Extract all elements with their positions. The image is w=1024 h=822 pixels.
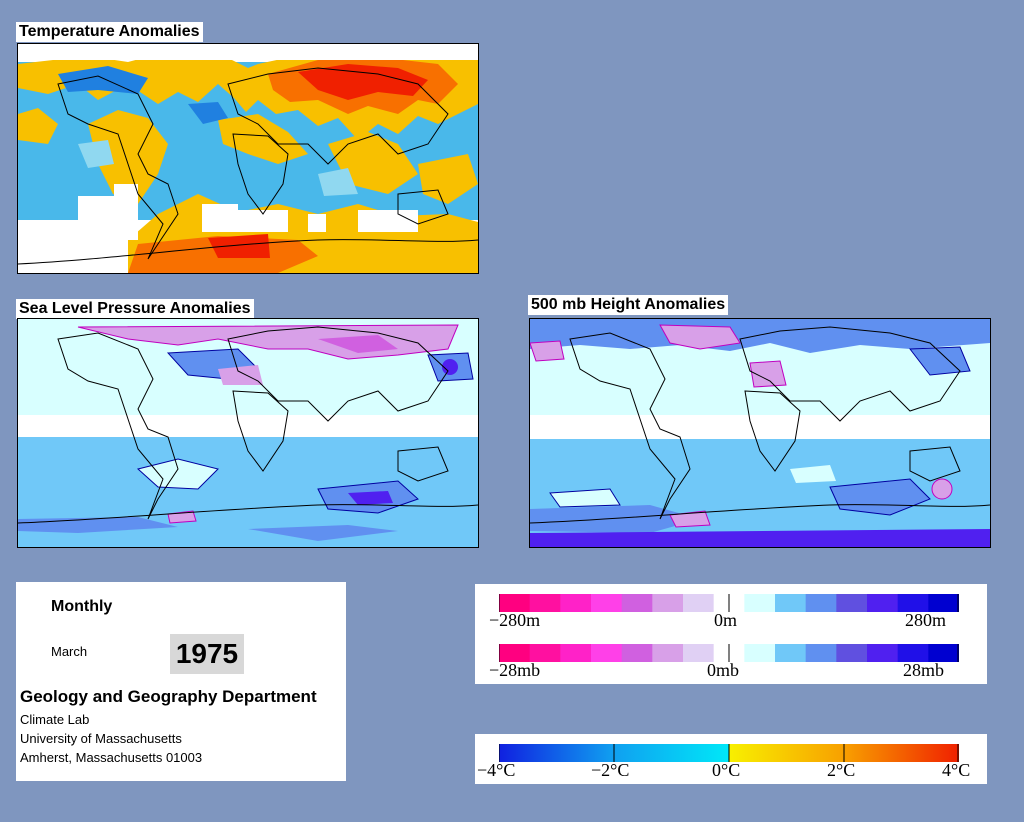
height-scale-swatch xyxy=(867,594,899,612)
pressure-tick-max: 28mb xyxy=(903,660,945,680)
pressure-anomaly-map xyxy=(17,318,479,548)
height-map-title: 500 mb Height Anomalies xyxy=(528,295,729,315)
pressure-color-scale xyxy=(499,644,959,662)
temperature-tick-minus2: −2°C xyxy=(591,760,630,780)
temperature-tick-plus2: 2°C xyxy=(827,760,856,780)
temperature-color-scale xyxy=(499,744,959,762)
pressure-scale-swatch xyxy=(529,644,561,662)
height-scale-swatch xyxy=(775,594,807,612)
height-color-scale xyxy=(499,594,959,612)
pressure-scale-swatch xyxy=(775,644,807,662)
month-label: March xyxy=(51,644,88,659)
temperature-tick-plus4: 4°C xyxy=(942,760,971,780)
height-scale-swatch xyxy=(621,594,653,612)
info-panel: Monthly March 1975 Geology and Geography… xyxy=(16,582,346,781)
height-scale-swatch xyxy=(499,594,531,612)
height-scale-swatch xyxy=(928,594,959,612)
pressure-scale-swatch xyxy=(683,644,715,662)
height-anomaly-map xyxy=(529,318,991,548)
pressure-scale-swatch xyxy=(744,644,776,662)
address-line: Amherst, Massachusetts 01003 xyxy=(20,750,203,765)
height-tick-zero: 0m xyxy=(714,610,738,630)
temperature-tick-zero: 0°C xyxy=(712,760,741,780)
pressure-scale-swatch xyxy=(652,644,684,662)
lab-name: Climate Lab xyxy=(20,712,90,727)
pressure-tick-min: −28mb xyxy=(489,660,541,680)
pressure-tick-zero: 0mb xyxy=(707,660,740,680)
pressure-scale-swatch xyxy=(836,644,868,662)
year-display: 1975 xyxy=(170,634,244,674)
height-scale-swatch xyxy=(805,594,837,612)
height-scale-swatch xyxy=(836,594,868,612)
pressure-scale-swatch xyxy=(928,644,959,662)
department-name: Geology and Geography Department xyxy=(20,687,317,706)
temperature-legend: −4°C −2°C 0°C 2°C 4°C xyxy=(475,734,987,784)
period-label: Monthly xyxy=(51,598,113,615)
height-scale-swatch xyxy=(591,594,623,612)
temperature-map-title: Temperature Anomalies xyxy=(16,22,203,42)
temperature-anomaly-map xyxy=(17,43,479,274)
height-tick-max: 280m xyxy=(905,610,947,630)
university-name: University of Massachusetts xyxy=(20,731,182,746)
height-scale-swatch xyxy=(560,594,592,612)
pressure-scale-swatch xyxy=(591,644,623,662)
pressure-scale-swatch xyxy=(867,644,899,662)
temperature-tick-minus4: −4°C xyxy=(477,760,516,780)
pressure-map-title: Sea Level Pressure Anomalies xyxy=(16,299,254,319)
height-pressure-legend: −280m 0m 280m −28mb 0mb 28mb xyxy=(475,584,987,684)
height-scale-swatch xyxy=(744,594,776,612)
pressure-scale-swatch xyxy=(560,644,592,662)
pressure-scale-swatch xyxy=(805,644,837,662)
height-scale-swatch xyxy=(897,594,929,612)
height-scale-swatch xyxy=(529,594,561,612)
pressure-scale-swatch xyxy=(499,644,531,662)
height-tick-min: −280m xyxy=(489,610,541,630)
pressure-scale-swatch xyxy=(621,644,653,662)
height-scale-swatch xyxy=(652,594,684,612)
pressure-scale-swatch xyxy=(897,644,929,662)
height-scale-swatch xyxy=(683,594,715,612)
